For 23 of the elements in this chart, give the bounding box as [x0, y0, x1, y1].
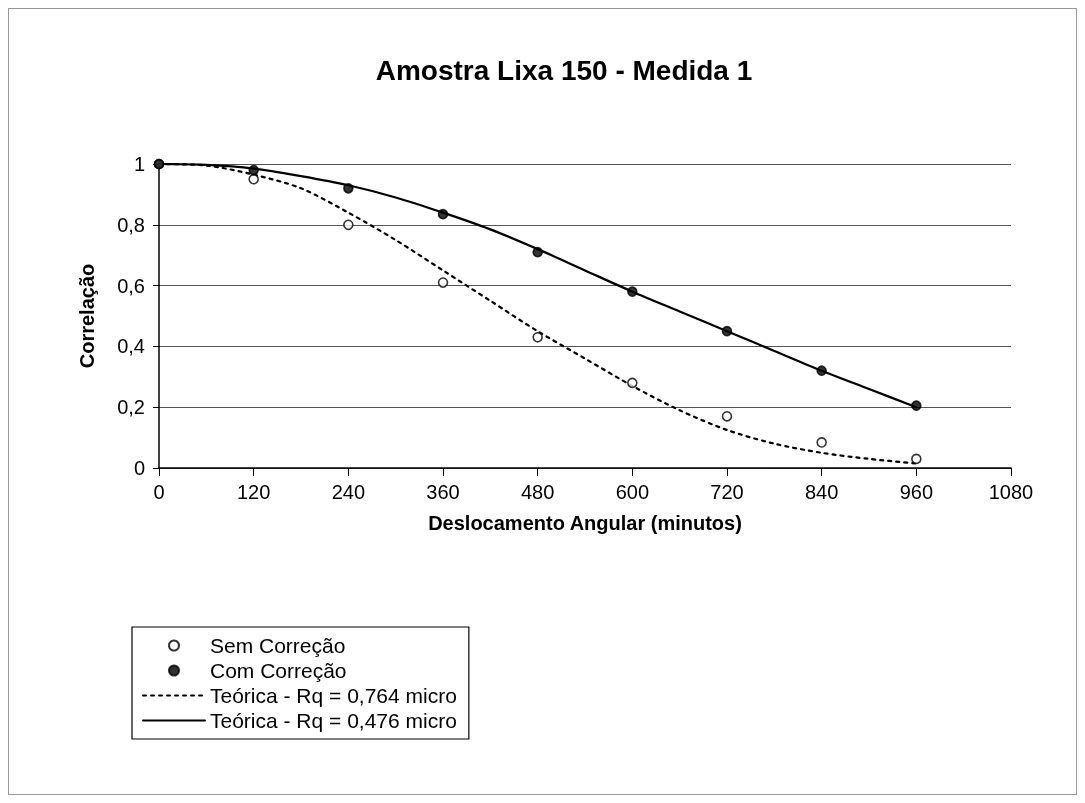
y-tick-label: 0,2 — [117, 396, 145, 419]
x-tick-label: 0 — [153, 481, 165, 503]
y-tick-label: 0,4 — [117, 335, 145, 358]
y-tick-label: 1 — [133, 153, 145, 175]
y-tick-label: 0,8 — [117, 213, 145, 236]
x-tick-label: 240 — [331, 481, 366, 503]
x-tick-label: 1080 — [988, 481, 1034, 503]
y-axis-title: Correlação — [76, 263, 98, 369]
y-tick-label: 0 — [133, 457, 145, 479]
legend-label: Sem Correção — [210, 634, 346, 657]
x-tick-label: 960 — [899, 481, 934, 503]
legend-label: Com Correção — [210, 659, 347, 682]
x-tick-label: 120 — [236, 481, 271, 503]
x-tick-label: 480 — [520, 481, 555, 503]
x-tick-label: 600 — [615, 481, 650, 503]
y-tick-label: 0,6 — [117, 274, 145, 297]
x-tick-label: 720 — [710, 481, 744, 503]
legend-label: Teórica - Rq = 0,476 micro — [210, 709, 457, 732]
x-tick-label: 840 — [804, 481, 839, 503]
chart-title: Amostra Lixa 150 - Medida 1 — [375, 54, 753, 86]
legend-label: Teórica - Rq = 0,764 micro — [210, 684, 457, 707]
x-axis-title: Deslocamento Angular (minutos) — [428, 512, 742, 534]
x-tick-label: 360 — [426, 481, 460, 503]
